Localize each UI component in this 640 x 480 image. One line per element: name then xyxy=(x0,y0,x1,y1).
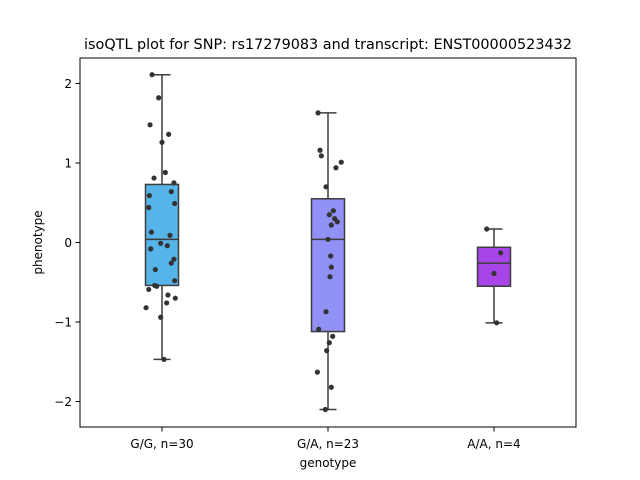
y-axis: 2 1 0 −1 −2 xyxy=(54,77,80,409)
data-point xyxy=(168,260,174,266)
data-point xyxy=(330,333,336,339)
box-iqr xyxy=(144,183,180,287)
data-point xyxy=(158,240,164,246)
data-point xyxy=(498,250,504,256)
data-point xyxy=(166,131,172,137)
points-layer xyxy=(143,72,504,413)
data-point xyxy=(159,139,165,145)
data-point xyxy=(146,204,152,211)
data-point xyxy=(326,212,332,218)
data-point xyxy=(325,236,331,242)
x-tick-label: G/A, n=23 xyxy=(297,437,359,451)
y-tick-label: −1 xyxy=(54,316,72,330)
data-point xyxy=(328,384,334,390)
box-group xyxy=(144,73,180,361)
x-tick-label: A/A, n=4 xyxy=(467,437,520,451)
data-point xyxy=(146,192,152,199)
data-point xyxy=(171,256,177,262)
data-point xyxy=(143,305,149,311)
data-point xyxy=(148,229,154,235)
chart-title: isoQTL plot for SNP: rs17279083 and tran… xyxy=(84,37,572,53)
data-point xyxy=(491,270,497,277)
data-point xyxy=(318,153,324,159)
data-point xyxy=(314,369,320,375)
data-point xyxy=(338,159,344,165)
y-tick-label: 2 xyxy=(64,77,72,91)
data-point xyxy=(327,274,333,280)
data-point xyxy=(156,95,162,101)
data-point xyxy=(162,169,168,176)
data-point xyxy=(152,266,158,273)
data-point xyxy=(172,200,178,207)
data-point xyxy=(172,295,178,301)
data-point xyxy=(494,320,500,326)
data-point xyxy=(315,110,321,116)
data-point xyxy=(484,226,490,232)
plot-area xyxy=(79,57,577,428)
data-point xyxy=(146,286,152,293)
data-point xyxy=(328,253,334,259)
data-point xyxy=(164,243,170,249)
x-axis: G/G, n=30 G/A, n=23 A/A, n=4 xyxy=(130,427,521,451)
data-point xyxy=(323,184,329,190)
x-axis-label: genotype xyxy=(300,456,357,470)
data-point xyxy=(328,264,334,270)
y-tick-label: 0 xyxy=(64,236,72,250)
data-point xyxy=(161,356,167,363)
data-point xyxy=(154,283,160,289)
box-group xyxy=(310,112,346,411)
data-point xyxy=(158,314,164,320)
data-point xyxy=(330,208,336,214)
box-iqr xyxy=(476,246,512,287)
data-point xyxy=(328,222,334,228)
data-point xyxy=(324,348,330,354)
data-point xyxy=(171,180,177,186)
data-point xyxy=(172,278,178,284)
data-point xyxy=(326,340,332,346)
data-point xyxy=(334,219,340,225)
data-point xyxy=(317,147,323,153)
data-point xyxy=(147,122,153,128)
boxes-layer xyxy=(144,73,512,411)
x-tick-label: G/G, n=30 xyxy=(130,437,193,451)
data-point xyxy=(316,326,322,332)
y-tick-label: 1 xyxy=(64,156,72,170)
data-point xyxy=(322,406,328,413)
data-point xyxy=(165,292,171,298)
data-point xyxy=(167,232,173,238)
y-axis-label: phenotype xyxy=(31,210,45,274)
data-point xyxy=(151,175,157,181)
data-point xyxy=(168,189,174,195)
data-point xyxy=(323,309,329,315)
data-point xyxy=(164,300,170,306)
data-point xyxy=(149,72,155,78)
data-point xyxy=(333,165,339,171)
data-point xyxy=(148,246,154,252)
box-group xyxy=(476,228,512,324)
y-tick-label: −2 xyxy=(54,395,72,409)
